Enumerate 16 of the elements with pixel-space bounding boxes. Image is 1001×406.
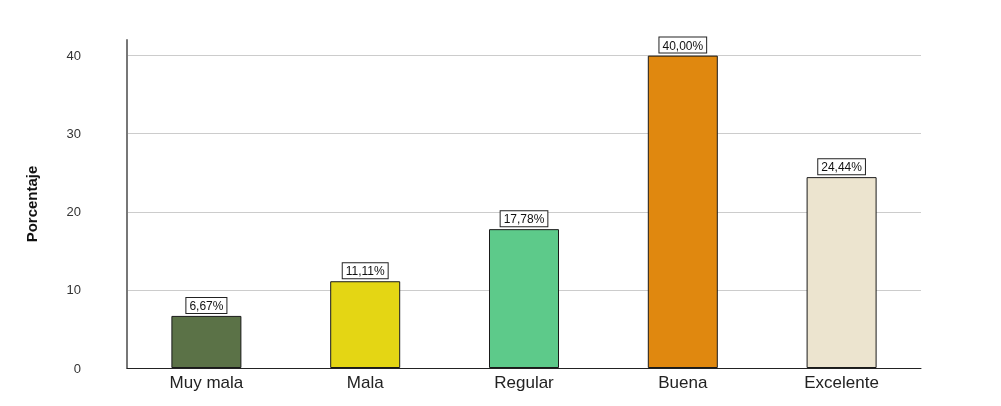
x-tick-label: Mala <box>346 373 385 392</box>
y-tick-label: 10 <box>66 282 81 298</box>
data-label: 24,44% <box>821 160 863 175</box>
x-tick-label: Buena <box>658 373 708 392</box>
data-label: 6,67% <box>189 298 224 313</box>
y-tick-label: 40 <box>66 48 81 64</box>
data-label: 40,00% <box>662 38 704 53</box>
y-axis-title: Porcentaje <box>23 165 40 243</box>
data-label: 11,11% <box>345 264 385 279</box>
y-tick-label: 20 <box>66 204 81 220</box>
x-tick-label: Regular <box>494 373 555 392</box>
y-tick-label: 0 <box>73 360 81 376</box>
y-tick-label: 30 <box>66 126 81 142</box>
data-label: 17,78% <box>503 212 545 227</box>
x-tick-label: Excelente <box>804 373 879 392</box>
x-tick-label: Muy mala <box>169 373 244 392</box>
